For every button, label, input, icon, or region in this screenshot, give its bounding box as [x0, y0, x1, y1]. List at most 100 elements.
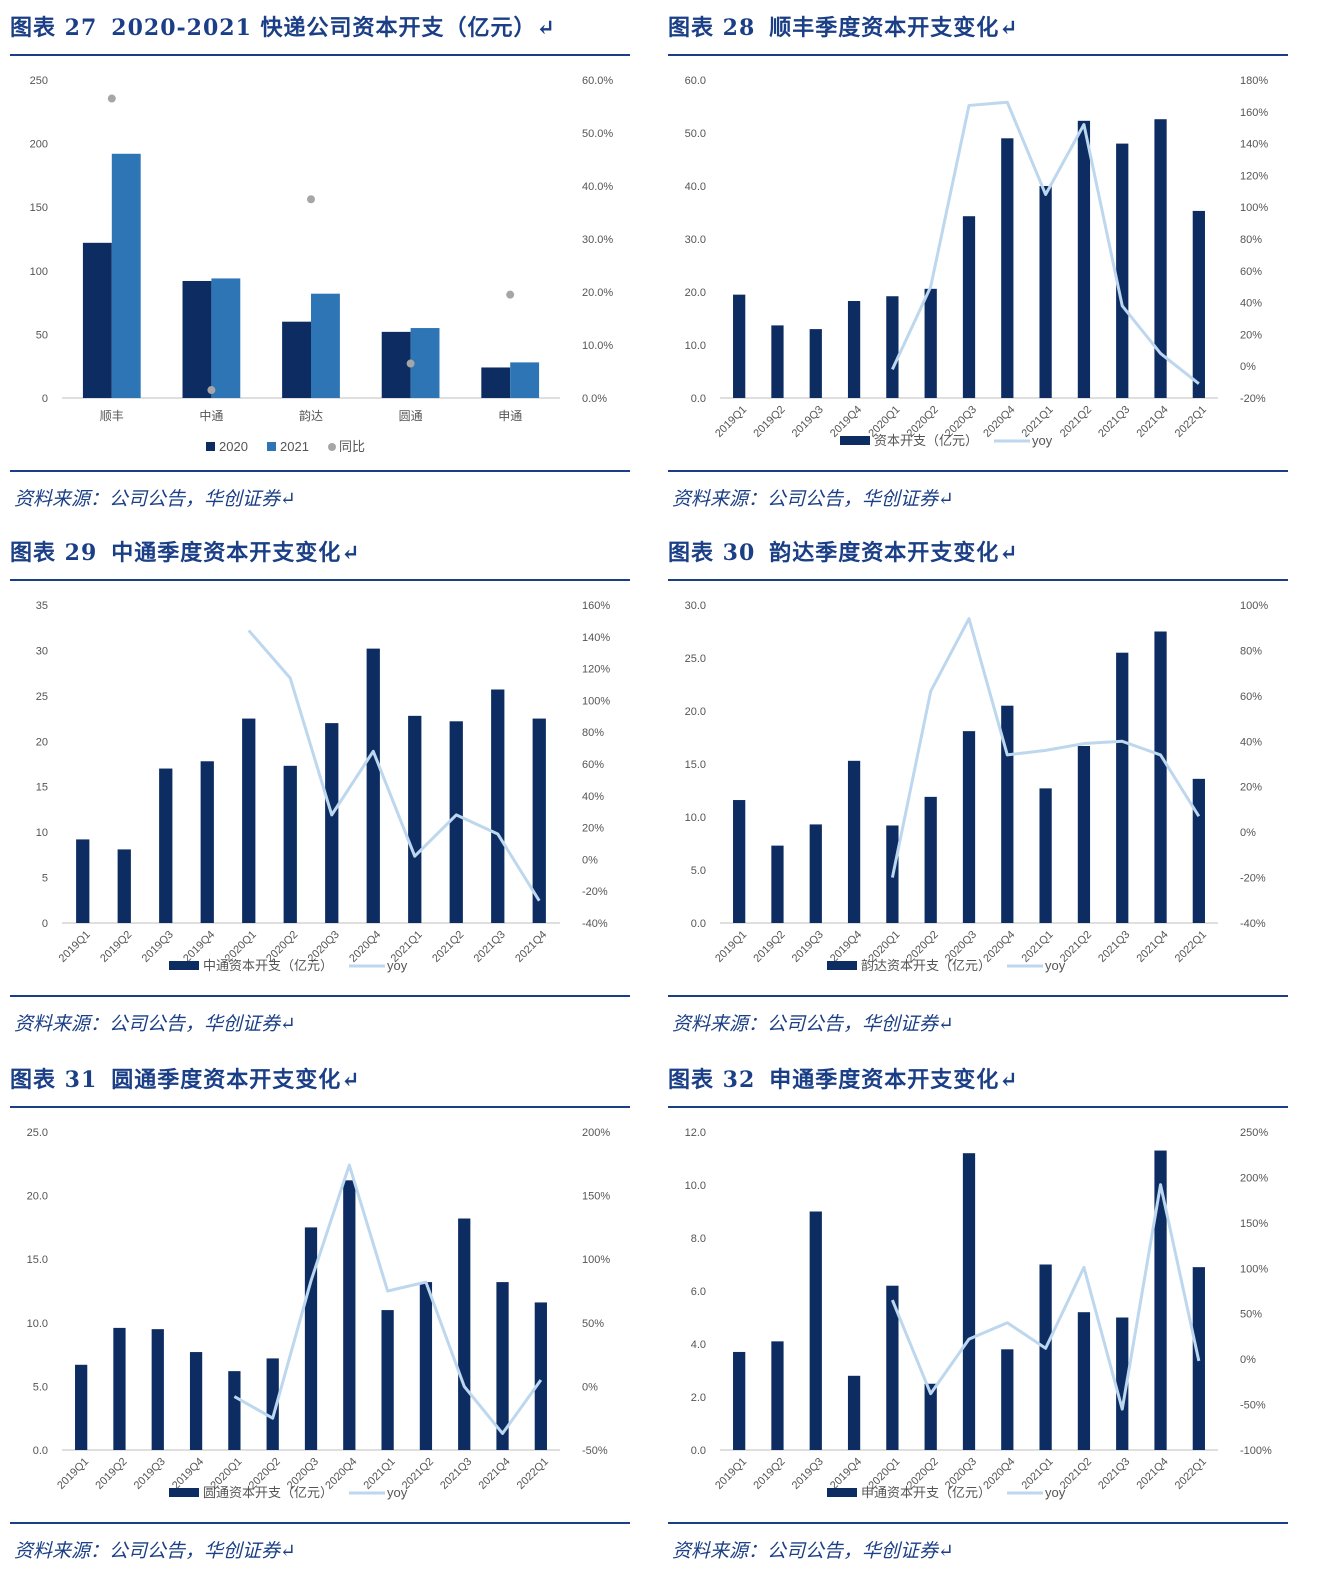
y2-tick-label: 100% — [1240, 1263, 1268, 1275]
x-tick-label: 2019Q1 — [55, 1456, 91, 1492]
title-rule — [668, 54, 1288, 56]
legend-swatch — [169, 961, 199, 970]
y-tick-label: 40.0 — [685, 181, 706, 193]
source-rule — [668, 1522, 1288, 1524]
y-tick-label: 10.0 — [685, 812, 706, 824]
y-tick-label: 0.0 — [691, 918, 706, 930]
bar — [151, 1329, 164, 1450]
bar — [1154, 631, 1167, 923]
bar — [491, 689, 505, 923]
yoy-line — [233, 1163, 543, 1435]
bar — [408, 715, 422, 923]
bar — [381, 331, 411, 398]
y2-tick-label: 0.0% — [582, 393, 607, 405]
legend-swatch — [206, 442, 215, 451]
legend-swatch — [169, 1488, 199, 1497]
figure-title: 图表 31 圆通季度资本开支变化↵ — [10, 1062, 361, 1094]
x-tick-label: 2020Q4 — [981, 404, 1017, 440]
x-tick-label: 2022Q1 — [1173, 929, 1209, 965]
y2-tick-label: 160% — [1240, 107, 1268, 119]
bar — [847, 1375, 861, 1450]
bar — [211, 278, 241, 398]
y-tick-label: 5.0 — [33, 1381, 48, 1393]
bar — [733, 294, 746, 398]
figure-caption: 韵达季度资本开支变化↵ — [769, 540, 1019, 566]
bar — [534, 1302, 547, 1450]
figure-title: 图表 32 申通季度资本开支变化↵ — [668, 1062, 1019, 1094]
y2-tick-label: -100% — [1240, 1445, 1272, 1457]
legend-label: yoy — [387, 958, 408, 973]
chart-29-bar-line-chart: 0 5 10 15 20 25 30 35 -40% -20% 0% 20% 40% 60% 80% 100%… — [36, 600, 611, 973]
y2-tick-label: 60.0% — [582, 75, 613, 87]
y-tick-label: 8.0 — [691, 1233, 706, 1245]
y-tick-label: 20.0 — [685, 287, 706, 299]
chart-31-bar-line-chart: 0.0 5.0 10.0 15.0 20.0 25.0 -50% 0% 50% 100% 150% 2… — [27, 1127, 611, 1500]
bar — [924, 796, 937, 923]
x-tick-label: 2021Q4 — [513, 929, 549, 965]
x-tick-label: 2019Q2 — [98, 929, 134, 965]
bar — [771, 1341, 784, 1450]
yoy-point — [207, 386, 216, 395]
bar — [1154, 1150, 1167, 1450]
y2-tick-label: 40% — [1240, 736, 1262, 748]
bar — [1039, 186, 1052, 398]
bar — [481, 367, 511, 398]
x-tick-label: 2021Q2 — [1058, 404, 1094, 440]
y-tick-label: 0 — [42, 918, 48, 930]
y-tick-label: 10 — [36, 827, 48, 839]
bar — [76, 839, 90, 923]
legend-swatch — [827, 1488, 857, 1497]
legend-label: 申通资本开支（亿元） — [861, 1485, 991, 1500]
source-rule — [10, 995, 630, 997]
figure-31-panel: 图表 31 圆通季度资本开支变化↵ 0.0 5.0 10.0 15.0 20.0 25.0 -… — [0, 1052, 640, 1582]
bar — [962, 731, 976, 923]
bar — [189, 1352, 203, 1450]
y2-tick-label: -40% — [1240, 918, 1266, 930]
bar — [449, 721, 463, 923]
figure-27-panel: 图表 27 2020-2021 快递公司资本开支（亿元）↵ 0 50 100 150 20… — [0, 0, 640, 530]
y2-tick-label: 20.0% — [582, 287, 613, 299]
x-tick-label: 2021Q3 — [1096, 404, 1132, 440]
y2-tick-label: 60% — [1240, 691, 1262, 703]
legend-swatch — [267, 442, 276, 451]
bar — [1116, 1317, 1129, 1450]
y2-tick-label: 20% — [582, 823, 604, 835]
bar — [1116, 143, 1129, 398]
bar — [381, 1310, 394, 1450]
y2-tick-label: 120% — [582, 664, 610, 676]
y2-tick-label: -40% — [582, 918, 608, 930]
bar — [343, 1180, 356, 1450]
y2-tick-label: 10.0% — [582, 340, 613, 352]
x-tick-label: 2019Q3 — [790, 929, 826, 965]
x-tick-label: 2019Q2 — [751, 929, 787, 965]
figure-number: 图表 28 — [668, 15, 756, 41]
y-tick-label: 15.0 — [685, 759, 706, 771]
y2-tick-label: 80% — [582, 727, 604, 739]
y-tick-label: 10.0 — [27, 1318, 48, 1330]
yoy-line — [890, 1183, 1201, 1411]
y-tick-label: 25.0 — [685, 653, 706, 665]
legend-label: yoy — [1045, 1485, 1066, 1500]
bar — [282, 321, 311, 398]
x-tick-label: 2020Q4 — [347, 929, 383, 965]
bar — [886, 1285, 899, 1450]
y2-tick-label: 100% — [1240, 202, 1268, 214]
source-note: 资料来源：公司公告，华创证券↵ — [672, 488, 954, 510]
yoy-point — [107, 94, 116, 103]
y2-tick-label: 0% — [1240, 361, 1256, 373]
x-tick-label: 2019Q2 — [93, 1456, 129, 1492]
yoy-point — [506, 290, 515, 299]
x-tick-label: 2022Q1 — [515, 1456, 551, 1492]
y2-tick-label: 60% — [1240, 266, 1262, 278]
y2-tick-label: -50% — [582, 1445, 608, 1457]
y2-tick-label: 40% — [1240, 298, 1262, 310]
y2-tick-label: 50% — [1240, 1309, 1262, 1321]
legend-swatch — [827, 961, 857, 970]
x-tick-label: 2019Q1 — [713, 404, 749, 440]
y2-tick-label: 150% — [1240, 1218, 1268, 1230]
bar — [809, 1211, 822, 1450]
bar — [847, 301, 861, 398]
legend-label: yoy — [1032, 433, 1053, 448]
y2-tick-label: 150% — [582, 1191, 610, 1203]
y2-tick-label: 60% — [582, 759, 604, 771]
